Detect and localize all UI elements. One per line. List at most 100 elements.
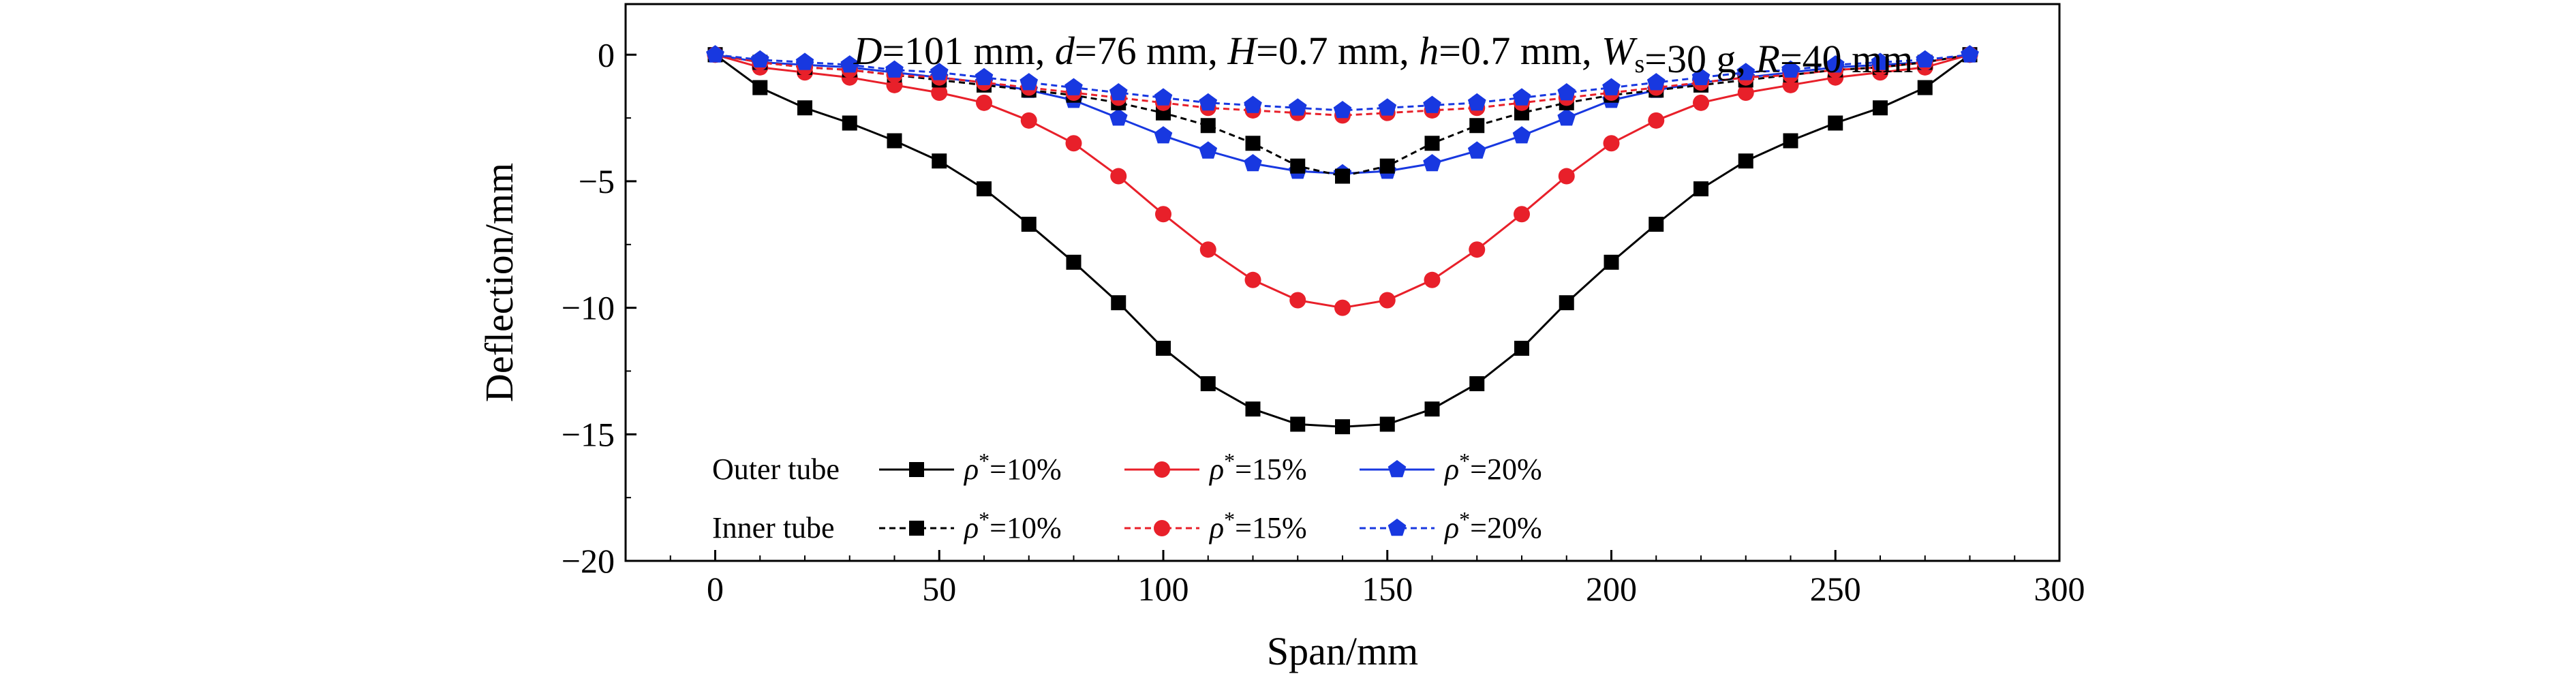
- data-point: [1335, 419, 1350, 435]
- annotation-part: H: [1227, 29, 1258, 73]
- legend-group-label: Inner tube: [712, 511, 835, 545]
- legend-marker: [909, 462, 924, 477]
- series-layer: [706, 45, 1979, 435]
- data-point: [1064, 78, 1083, 95]
- data-point: [931, 84, 948, 101]
- data-point: [1512, 126, 1531, 144]
- data-point: [1424, 271, 1441, 288]
- data-point: [1424, 401, 1440, 417]
- data-point: [1066, 254, 1082, 270]
- legend-label-part: ρ: [1443, 511, 1459, 545]
- data-point: [1737, 84, 1754, 101]
- legend-marker: [909, 521, 924, 536]
- data-point: [1781, 60, 1800, 78]
- legend-label: ρ*=10%: [963, 507, 1062, 545]
- data-point: [1378, 98, 1397, 116]
- data-point: [930, 63, 949, 80]
- data-point: [887, 133, 902, 149]
- data-point: [1828, 115, 1843, 131]
- legend-label-part: ρ: [963, 453, 979, 486]
- legend-group-label: Outer tube: [712, 453, 840, 486]
- data-point: [1916, 50, 1935, 67]
- data-point: [795, 52, 814, 70]
- data-point: [1289, 292, 1306, 309]
- data-point: [1199, 241, 1216, 258]
- y-tick-label: −10: [562, 289, 615, 327]
- data-point: [975, 67, 994, 85]
- data-point: [1154, 126, 1173, 144]
- data-point: [1424, 136, 1440, 151]
- legend-label-part: ρ: [1208, 453, 1224, 486]
- x-tick-label: 100: [1138, 570, 1189, 608]
- x-tick-label: 300: [2034, 570, 2085, 608]
- x-tick-label: 200: [1586, 570, 1637, 608]
- legend-label-part: *: [1224, 448, 1235, 473]
- data-point: [1109, 83, 1128, 101]
- plot-frame: [624, 3, 2061, 562]
- legend-label: ρ*=10%: [963, 448, 1062, 486]
- legend-label-part: *: [979, 448, 990, 473]
- x-tick-label: 0: [707, 570, 724, 608]
- data-point: [842, 115, 857, 131]
- series-outer-0: [707, 47, 1978, 435]
- legend-label-part: *: [1459, 507, 1470, 532]
- data-point: [1379, 158, 1395, 174]
- chart-annotation: D=101 mm, d=76 mm, H=0.7 mm, h=0.7 mm, W…: [853, 29, 1914, 81]
- data-point: [840, 55, 859, 73]
- legend-label: ρ*=15%: [1208, 507, 1307, 545]
- data-point: [1379, 292, 1396, 309]
- data-point: [1602, 78, 1621, 95]
- data-point: [1199, 93, 1218, 111]
- data-point: [1693, 181, 1708, 197]
- data-point: [1245, 401, 1261, 417]
- data-point: [1423, 154, 1441, 172]
- data-point: [1469, 241, 1486, 258]
- data-point: [1557, 83, 1576, 101]
- x-axis-title: Span/mm: [1267, 629, 1418, 673]
- data-point: [1244, 95, 1262, 113]
- data-point: [1245, 136, 1261, 151]
- legend-marker: [1154, 461, 1170, 478]
- data-point: [1738, 153, 1753, 169]
- data-point: [1019, 73, 1039, 91]
- data-point: [1961, 45, 1979, 63]
- y-tick-label: −15: [562, 415, 615, 453]
- annotation-part: =101 mm,: [882, 29, 1054, 73]
- annotation-part: =0.7 mm,: [1256, 29, 1419, 73]
- legend-label-part: *: [1459, 448, 1470, 473]
- data-point: [1783, 133, 1798, 149]
- data-point: [1514, 206, 1530, 223]
- data-point: [1469, 118, 1485, 134]
- data-point: [1379, 416, 1395, 432]
- data-point: [1244, 154, 1262, 172]
- data-point: [1693, 94, 1709, 111]
- annotation-part: s: [1635, 50, 1645, 78]
- data-point: [885, 60, 904, 78]
- data-point: [1288, 98, 1307, 116]
- data-point: [1021, 217, 1037, 232]
- data-point: [1467, 93, 1486, 111]
- legend: Outer tube ρ*=10% ρ*=15% ρ*=20%Inner tube ρ*…: [712, 448, 1542, 545]
- legend-label-part: =15%: [1235, 453, 1306, 486]
- series-line: [715, 53, 1970, 117]
- annotation-part: =0.7 mm,: [1439, 29, 1601, 73]
- annotation-part: h: [1419, 29, 1439, 73]
- y-axis-title: Deflection/mm: [477, 163, 521, 402]
- annotation-part: =30 g,: [1644, 37, 1755, 81]
- annotation-part: =40 mm: [1780, 37, 1913, 81]
- data-point: [1604, 254, 1619, 270]
- legend-label-part: *: [979, 507, 990, 532]
- data-point: [797, 100, 812, 116]
- data-point: [1290, 416, 1306, 432]
- data-point: [1200, 376, 1216, 392]
- data-point: [706, 45, 724, 63]
- data-point: [1109, 108, 1128, 126]
- legend-label-part: ρ: [1208, 511, 1224, 545]
- series-line: [715, 53, 1970, 112]
- x-tick-label: 50: [922, 570, 956, 608]
- data-point: [1873, 100, 1888, 116]
- data-point: [1200, 118, 1216, 134]
- legend-marker: [1387, 460, 1407, 478]
- series-inner-5: [706, 45, 1979, 119]
